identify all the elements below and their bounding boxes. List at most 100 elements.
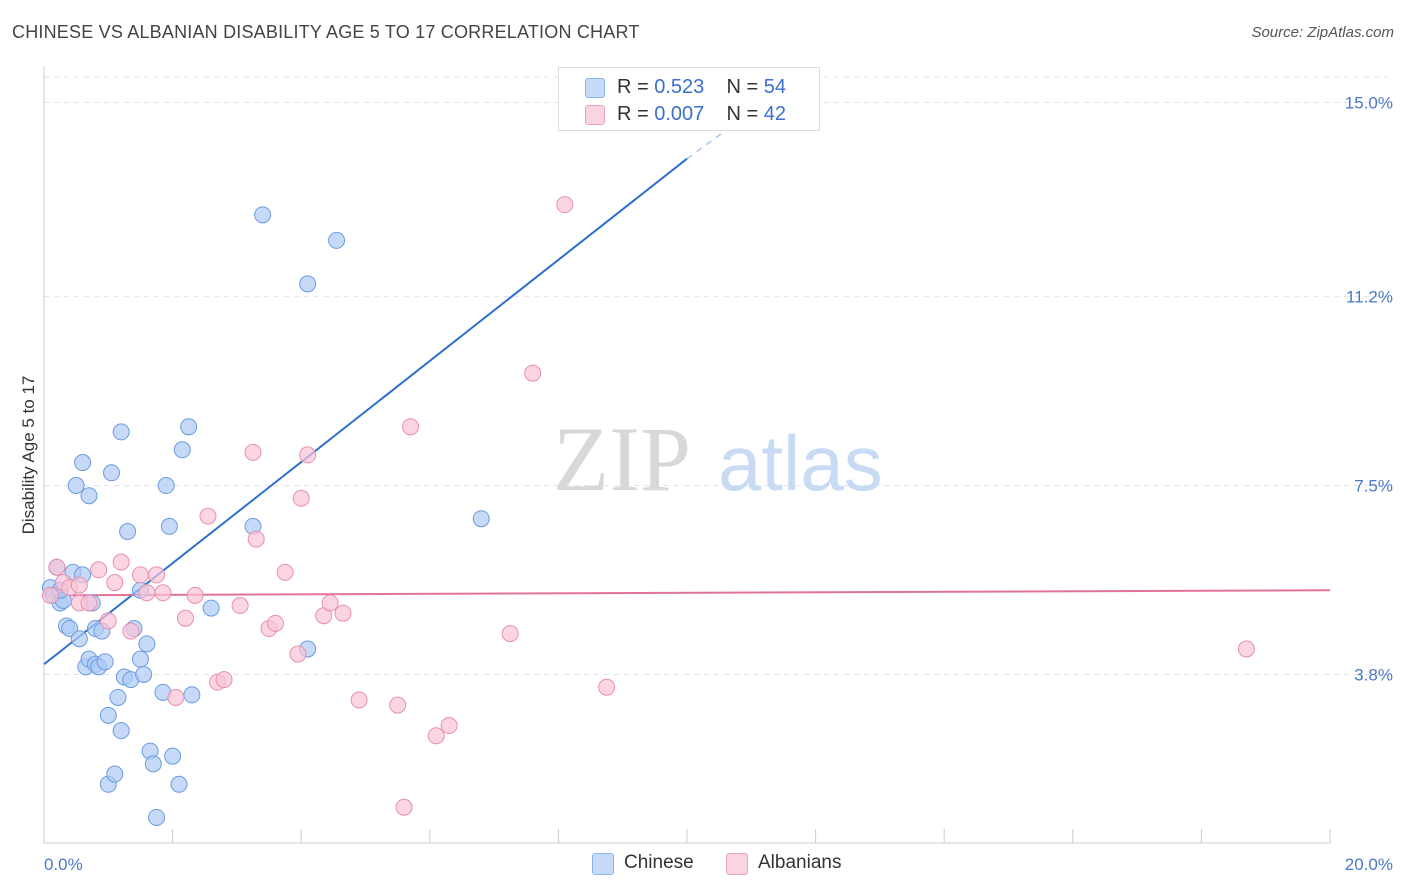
bottom-legend-label-albanians: Albanians	[758, 852, 842, 873]
y-tick-label: 3.8%	[1354, 665, 1393, 684]
trend-lines	[43, 101, 1331, 666]
y-tick-label: 7.5%	[1354, 477, 1393, 496]
legend-n-label: N =	[726, 76, 759, 98]
data-point-chinese	[202, 599, 220, 617]
data-point-chinese	[67, 477, 85, 495]
data-point-albanians	[90, 561, 108, 579]
data-point-albanians	[186, 586, 204, 604]
data-point-albanians	[427, 727, 445, 745]
data-point-chinese	[160, 517, 178, 535]
data-point-albanians	[402, 418, 420, 436]
legend-swatch-chinese	[585, 78, 605, 98]
data-point-albanians	[524, 364, 542, 382]
trend-line-albanians	[43, 589, 1331, 597]
legend-r-label: R =	[617, 103, 649, 125]
data-point-chinese	[112, 722, 130, 740]
grid-lines	[44, 76, 1393, 675]
legend-r-value: 0.007	[654, 103, 705, 125]
data-point-albanians	[176, 609, 194, 627]
data-point-chinese	[164, 747, 182, 765]
data-point-albanians	[321, 594, 339, 612]
data-point-albanians	[199, 507, 217, 525]
x-tick-label-max: 20.0%	[1345, 855, 1393, 874]
data-point-albanians	[598, 678, 616, 696]
legend-text-chinese: R = 0.523 N = 54	[617, 76, 786, 99]
data-point-albanians	[1237, 640, 1255, 658]
legend-n-value: 42	[763, 103, 787, 125]
legend-n-value: 54	[763, 76, 787, 98]
data-point-albanians	[99, 612, 117, 630]
data-point-albanians	[395, 798, 413, 816]
data-point-albanians	[154, 584, 172, 602]
data-point-chinese	[180, 418, 198, 436]
chart-title: CHINESE VS ALBANIAN DISABILITY AGE 5 TO …	[12, 22, 640, 42]
x-axis	[43, 66, 1331, 844]
data-point-albanians	[299, 446, 317, 464]
data-point-chinese	[119, 522, 137, 540]
data-points	[41, 94, 1255, 826]
data-point-albanians	[501, 625, 519, 643]
data-point-chinese	[112, 423, 130, 441]
x-tick-label-min: 0.0%	[44, 855, 83, 874]
data-point-albanians	[389, 696, 407, 714]
data-point-albanians	[266, 614, 284, 632]
legend-r-value: 0.523	[654, 76, 705, 98]
data-point-chinese	[254, 206, 272, 224]
bottom-legend-label-chinese: Chinese	[624, 852, 694, 873]
y-tick-label: 15.0%	[1345, 94, 1393, 113]
data-point-chinese	[96, 653, 114, 671]
watermark-atlas: atlas	[718, 419, 883, 507]
y-tick-labels: 3.8% 7.5% 11.2% 15.0%	[1345, 94, 1393, 685]
data-point-chinese	[74, 454, 92, 472]
watermark-zip: ZIP	[553, 408, 691, 510]
data-point-chinese	[328, 231, 346, 249]
bottom-legend-swatch-albanians	[726, 853, 748, 875]
legend-swatch-albanians	[585, 105, 605, 125]
data-point-albanians	[350, 691, 368, 709]
data-point-chinese	[106, 765, 124, 783]
y-axis-title: Disability Age 5 to 17	[19, 376, 38, 535]
data-point-albanians	[244, 443, 262, 461]
data-point-chinese	[299, 275, 317, 293]
data-point-albanians	[292, 489, 310, 507]
data-point-chinese	[80, 487, 98, 505]
legend-n-label: N =	[726, 103, 759, 125]
bottom-legend-swatch-chinese	[592, 853, 614, 875]
data-point-albanians	[122, 622, 140, 640]
data-point-albanians	[334, 604, 352, 622]
data-point-albanians	[215, 671, 233, 689]
data-point-albanians	[556, 196, 574, 214]
data-point-albanians	[138, 584, 156, 602]
data-point-chinese	[135, 665, 153, 683]
correlation-legend: R = 0.523 N = 54 R = 0.007 N = 42	[558, 67, 820, 131]
data-point-albanians	[131, 566, 149, 584]
data-point-albanians	[48, 558, 66, 576]
data-point-chinese	[148, 808, 166, 826]
data-point-chinese	[109, 688, 127, 706]
legend-r-label: R =	[617, 76, 649, 98]
data-point-albanians	[247, 530, 265, 548]
data-point-albanians	[70, 576, 88, 594]
data-point-albanians	[440, 717, 458, 735]
data-point-chinese	[144, 755, 162, 773]
data-point-albanians	[106, 574, 124, 592]
data-point-chinese	[70, 630, 88, 648]
data-point-chinese	[99, 706, 117, 724]
data-point-chinese	[472, 510, 490, 528]
data-point-albanians	[112, 553, 130, 571]
data-point-chinese	[131, 650, 149, 668]
data-point-chinese	[170, 775, 188, 793]
data-point-chinese	[183, 686, 201, 704]
data-point-albanians	[276, 563, 294, 581]
data-point-chinese	[103, 464, 121, 482]
legend-text-albanians: R = 0.007 N = 42	[617, 103, 786, 126]
data-point-albanians	[289, 645, 307, 663]
data-point-albanians	[41, 586, 59, 604]
data-point-albanians	[148, 566, 166, 584]
data-point-albanians	[167, 688, 185, 706]
data-point-albanians	[231, 597, 249, 615]
trend-line-extension-chinese	[686, 101, 765, 160]
data-point-chinese	[157, 477, 175, 495]
data-point-chinese	[138, 635, 156, 653]
